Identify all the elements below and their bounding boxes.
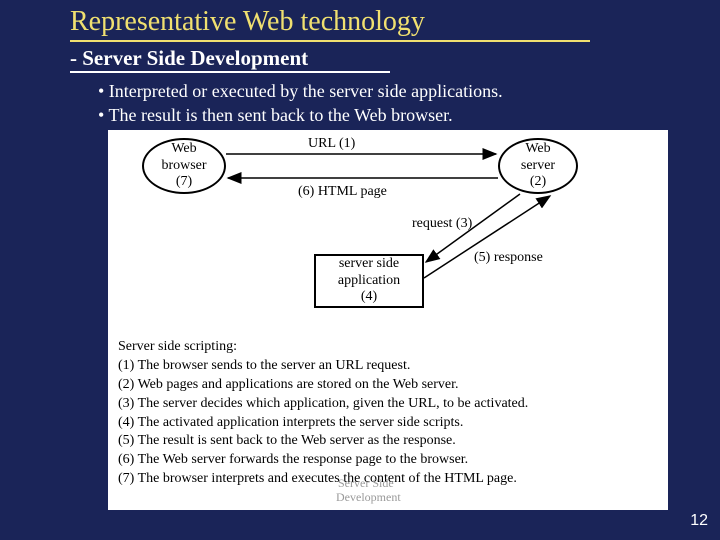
node-label: (2)	[530, 174, 546, 191]
node-browser: Web browser (7)	[142, 138, 226, 194]
node-label: server side	[339, 256, 399, 273]
caption-step: (4) The activated application interprets…	[118, 414, 528, 433]
caption-step: (3) The server decides which application…	[118, 395, 528, 414]
bullet-item: • Interpreted or executed by the server …	[98, 79, 720, 103]
caption-step: (7) The browser interprets and executes …	[118, 470, 528, 489]
caption-heading: Server side scripting:	[118, 338, 528, 357]
edge-label-html: (6) HTML page	[298, 184, 387, 200]
caption-step: (5) The result is sent back to the Web s…	[118, 432, 528, 451]
node-label: (4)	[361, 289, 377, 306]
node-label: Web	[525, 141, 550, 158]
node-label: server	[521, 158, 555, 175]
diagram-panel: Web browser (7) Web server (2) server si…	[108, 130, 668, 510]
caption-step: (6) The Web server forwards the response…	[118, 451, 528, 470]
bullet-item: • The result is then sent back to the We…	[98, 103, 720, 127]
page-number: 12	[690, 512, 708, 530]
node-app: server side application (4)	[314, 254, 424, 308]
slide-content: Representative Web technology - Server S…	[70, 0, 720, 128]
edge-label-url: URL (1)	[308, 136, 355, 152]
slide-title: Representative Web technology	[70, 6, 590, 42]
footer-line: Server Side	[338, 476, 394, 491]
caption-block: Server side scripting: (1) The browser s…	[118, 338, 528, 489]
slide-subtitle: - Server Side Development	[70, 46, 390, 73]
node-label: application	[338, 273, 400, 290]
footer-line: Development	[336, 490, 401, 505]
node-label: browser	[161, 158, 206, 175]
flowchart: Web browser (7) Web server (2) server si…	[108, 130, 668, 510]
caption-step: (2) Web pages and applications are store…	[118, 376, 528, 395]
edge-label-request: request (3)	[412, 216, 472, 232]
bullet-list: • Interpreted or executed by the server …	[98, 79, 720, 128]
node-label: Web	[171, 141, 196, 158]
caption-step: (1) The browser sends to the server an U…	[118, 357, 528, 376]
edge-label-response: (5) response	[474, 250, 543, 266]
node-label: (7)	[176, 174, 192, 191]
node-server: Web server (2)	[498, 138, 578, 194]
